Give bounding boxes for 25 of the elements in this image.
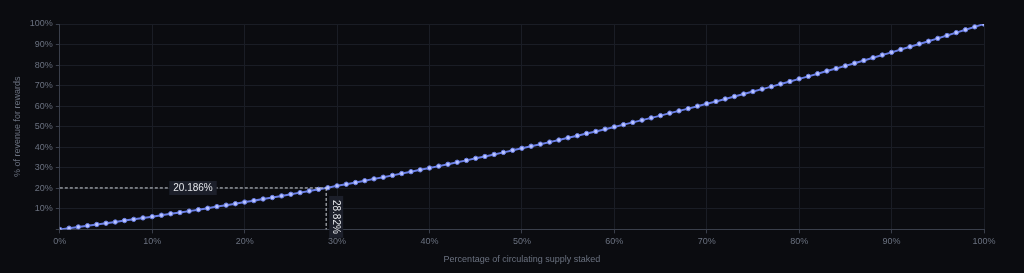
x-tick-label: 20% [235, 236, 254, 247]
x-tick-label: 90% [882, 236, 901, 247]
x-tick-label: 40% [420, 236, 439, 247]
y-tick-label: 90% [34, 39, 53, 50]
y-tick-label: 40% [34, 141, 53, 152]
y-tick-label: 30% [34, 162, 53, 173]
x-tick-label: 100% [972, 236, 996, 247]
x-tick-label: 10% [143, 236, 162, 247]
x-axis-title: Percentage of circulating supply staked [443, 254, 601, 265]
y-tick-label: 20% [34, 182, 53, 193]
x-tick-label: 60% [605, 236, 624, 247]
x-tick-label: 70% [697, 236, 716, 247]
ref-line-label: 20.186% [173, 181, 213, 193]
y-axis-title: % of revenue for rewards [11, 75, 22, 177]
y-tick-label: 50% [34, 121, 53, 132]
x-tick-label: 0% [53, 236, 67, 247]
x-tick-label: 80% [790, 236, 809, 247]
y-tick-label: 70% [34, 80, 53, 91]
y-tick-label: 100% [29, 18, 53, 29]
y-tick-label: 10% [34, 203, 53, 214]
y-tick-label: 80% [34, 59, 53, 70]
ref-line-label: 28.82% [331, 199, 343, 234]
y-tick-label: 60% [34, 100, 53, 111]
x-tick-label: 50% [512, 236, 531, 247]
x-tick-label: 30% [328, 236, 347, 247]
